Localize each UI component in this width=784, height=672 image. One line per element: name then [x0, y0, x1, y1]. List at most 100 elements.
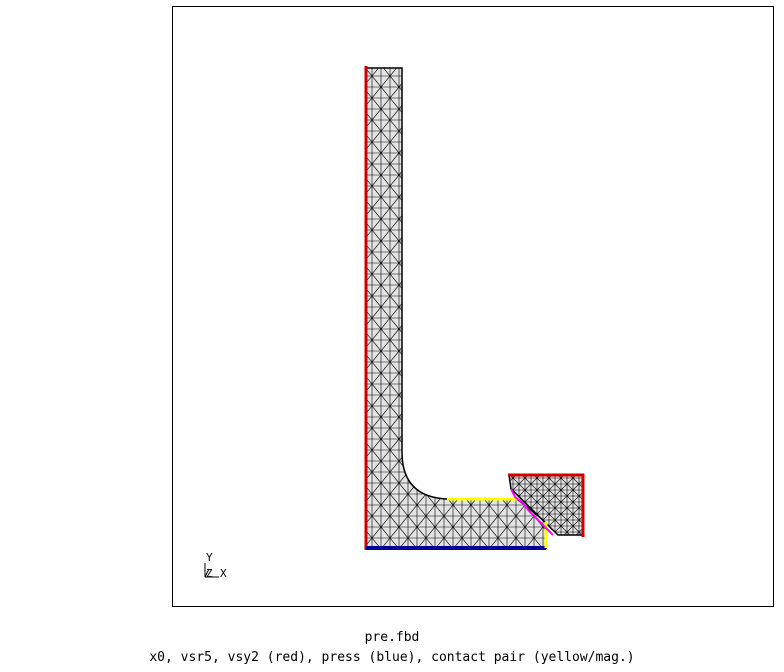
mesh-edge — [506, 416, 517, 429]
mesh-edge — [434, 526, 445, 539]
mesh-edge — [380, 328, 391, 341]
mesh-edge — [452, 482, 463, 495]
mesh-edge — [372, 549, 381, 560]
mesh-edge — [515, 427, 526, 440]
mesh-edge — [506, 207, 517, 220]
mesh-edge — [533, 383, 544, 396]
mesh-edge — [461, 196, 472, 209]
mesh-edge — [515, 185, 526, 198]
mesh-edge — [548, 507, 556, 515]
mesh-edge — [471, 549, 480, 560]
mesh-edge — [533, 449, 544, 462]
mesh-edge — [461, 339, 472, 352]
mesh-edge — [497, 526, 508, 539]
mesh-edge — [524, 405, 535, 418]
mesh-edge — [542, 405, 546, 418]
mesh-edge — [407, 163, 418, 176]
mesh-edge — [479, 383, 490, 396]
mesh-edge — [461, 240, 472, 253]
mesh-edge — [566, 513, 574, 521]
mesh-edge — [533, 196, 544, 209]
mesh-edge — [461, 130, 472, 143]
mesh-edge — [542, 483, 550, 491]
mesh-edge — [443, 240, 454, 253]
mesh-edge — [506, 449, 517, 462]
mesh-edge — [479, 350, 490, 363]
mesh-edge — [524, 218, 535, 231]
mesh-edge — [530, 489, 538, 497]
mesh-edge — [407, 306, 418, 319]
mesh-edge — [524, 152, 535, 165]
mesh-edge — [512, 475, 520, 479]
mesh-edge — [470, 262, 481, 275]
mesh-edge — [389, 141, 400, 154]
mesh-edge — [515, 273, 526, 286]
mesh-edge — [470, 504, 481, 517]
mesh-edge — [515, 97, 526, 110]
mesh-edge — [548, 489, 556, 497]
mesh-edge — [452, 218, 463, 231]
mesh-edge — [542, 251, 546, 264]
mesh-edge — [497, 152, 508, 165]
mesh-edge — [533, 174, 544, 187]
mesh-edge — [380, 108, 391, 121]
mesh-edge — [407, 185, 418, 198]
mesh-edge — [461, 328, 472, 341]
mesh-edge — [533, 372, 544, 385]
mesh-edge — [497, 174, 508, 187]
mesh-edge — [407, 515, 418, 528]
mesh-edge — [452, 273, 463, 286]
mesh-edge — [506, 141, 517, 154]
mesh-edge — [452, 394, 463, 407]
mesh-edge — [407, 372, 418, 385]
mesh-edge — [389, 328, 400, 341]
mesh-edge — [515, 515, 526, 528]
mesh-edge — [425, 372, 436, 385]
mesh-edge — [566, 477, 574, 485]
mesh-edge — [524, 427, 535, 440]
mesh-edge — [560, 495, 568, 503]
mesh-edge — [434, 482, 445, 495]
mesh-edge — [407, 361, 418, 374]
mesh-edge — [488, 152, 499, 165]
mesh-edge — [542, 141, 546, 154]
mesh-edge — [524, 449, 535, 462]
mesh-edge — [389, 449, 400, 462]
mesh-edge — [488, 438, 499, 451]
mesh-edge — [389, 416, 400, 429]
mesh-edge — [371, 328, 382, 341]
mesh-edge — [371, 405, 382, 418]
mesh-edge — [497, 273, 508, 286]
mesh-edge — [515, 372, 526, 385]
mesh-edge — [452, 229, 463, 242]
mesh-edge — [434, 196, 445, 209]
mesh-edge — [524, 75, 535, 88]
mesh-edge — [416, 383, 427, 396]
mesh-edge — [434, 317, 445, 330]
mesh-edge — [434, 416, 445, 429]
mesh-edge — [389, 460, 400, 473]
mesh-edge — [470, 185, 481, 198]
mesh-edge — [425, 394, 436, 407]
mesh-edge — [506, 163, 517, 176]
mesh-edge — [470, 119, 481, 132]
mesh-edge — [380, 75, 391, 88]
mesh-edge — [554, 501, 562, 509]
graphics-viewport[interactable]: Y Z X — [172, 6, 774, 607]
mesh-edge — [443, 339, 454, 352]
mesh-edge — [461, 86, 472, 99]
mesh-edge — [488, 449, 499, 462]
mesh-edge — [479, 108, 490, 121]
mesh-edge — [443, 251, 454, 264]
mesh-edge — [572, 507, 580, 515]
mesh-edge — [479, 526, 490, 539]
mesh-edge — [461, 97, 472, 110]
mesh-edge — [542, 475, 550, 479]
mesh-edge — [524, 328, 535, 341]
mesh-edge — [389, 306, 400, 319]
mesh-edge — [572, 531, 580, 535]
mesh-edge — [425, 262, 436, 275]
mesh-edge — [506, 185, 517, 198]
mesh-edge — [479, 86, 490, 99]
mesh-edge — [536, 483, 544, 491]
